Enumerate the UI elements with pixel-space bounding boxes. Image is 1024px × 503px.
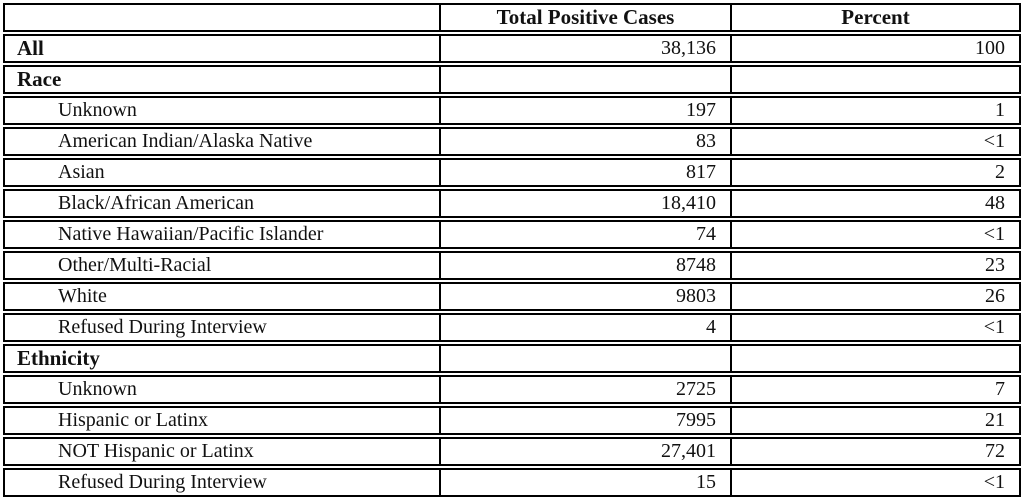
row-cases-value bbox=[441, 65, 732, 94]
table-row: White 9803 26 bbox=[3, 282, 1021, 311]
table-row: Hispanic or Latinx 7995 21 bbox=[3, 406, 1021, 435]
row-label: Refused During Interview bbox=[3, 468, 441, 497]
row-label: Refused During Interview bbox=[3, 313, 441, 342]
row-percent-value bbox=[732, 344, 1021, 373]
table-row: Unknown 197 1 bbox=[3, 96, 1021, 125]
row-percent-value: 23 bbox=[732, 251, 1021, 280]
row-cases-value: 197 bbox=[441, 96, 732, 125]
row-percent-value: 2 bbox=[732, 158, 1021, 187]
row-cases-value: 817 bbox=[441, 158, 732, 187]
row-label: Unknown bbox=[3, 96, 441, 125]
row-cases-value: 18,410 bbox=[441, 189, 732, 218]
row-cases-value: 83 bbox=[441, 127, 732, 156]
row-cases-value: 9803 bbox=[441, 282, 732, 311]
header-total-positive-cases: Total Positive Cases bbox=[441, 3, 732, 32]
positive-cases-table: Total Positive Cases Percent All 38,136 … bbox=[3, 1, 1021, 499]
row-cases-value: 38,136 bbox=[441, 34, 732, 63]
table-row: American Indian/Alaska Native 83 <1 bbox=[3, 127, 1021, 156]
row-percent-value: 21 bbox=[732, 406, 1021, 435]
row-percent-value: 72 bbox=[732, 437, 1021, 466]
row-cases-value: 8748 bbox=[441, 251, 732, 280]
row-cases-value: 27,401 bbox=[441, 437, 732, 466]
row-label: Native Hawaiian/Pacific Islander bbox=[3, 220, 441, 249]
row-percent-value: 7 bbox=[732, 375, 1021, 404]
row-label: Black/African American bbox=[3, 189, 441, 218]
table-row: Race bbox=[3, 65, 1021, 94]
row-percent-value: 100 bbox=[732, 34, 1021, 63]
row-label: Ethnicity bbox=[3, 344, 441, 373]
row-cases-value: 15 bbox=[441, 468, 732, 497]
row-cases-value bbox=[441, 344, 732, 373]
row-cases-value: 2725 bbox=[441, 375, 732, 404]
table-row: Refused During Interview 15 <1 bbox=[3, 468, 1021, 497]
row-label: Other/Multi-Racial bbox=[3, 251, 441, 280]
row-cases-value: 74 bbox=[441, 220, 732, 249]
row-label: All bbox=[3, 34, 441, 63]
header-row: Total Positive Cases Percent bbox=[3, 3, 1021, 32]
row-percent-value: <1 bbox=[732, 313, 1021, 342]
table-row: NOT Hispanic or Latinx 27,401 72 bbox=[3, 437, 1021, 466]
row-label: Hispanic or Latinx bbox=[3, 406, 441, 435]
table-row: All 38,136 100 bbox=[3, 34, 1021, 63]
row-percent-value: 1 bbox=[732, 96, 1021, 125]
row-label: Unknown bbox=[3, 375, 441, 404]
table-body: All 38,136 100 Race Unknown 197 1 Americ… bbox=[3, 34, 1021, 497]
row-label: American Indian/Alaska Native bbox=[3, 127, 441, 156]
table-row: Ethnicity bbox=[3, 344, 1021, 373]
row-cases-value: 7995 bbox=[441, 406, 732, 435]
table-row: Native Hawaiian/Pacific Islander 74 <1 bbox=[3, 220, 1021, 249]
row-percent-value: 26 bbox=[732, 282, 1021, 311]
table-header: Total Positive Cases Percent bbox=[3, 3, 1021, 32]
table-row: Unknown 2725 7 bbox=[3, 375, 1021, 404]
row-percent-value: <1 bbox=[732, 220, 1021, 249]
row-cases-value: 4 bbox=[441, 313, 732, 342]
table-row: Refused During Interview 4 <1 bbox=[3, 313, 1021, 342]
row-percent-value: <1 bbox=[732, 468, 1021, 497]
table-row: Asian 817 2 bbox=[3, 158, 1021, 187]
row-label: Race bbox=[3, 65, 441, 94]
row-percent-value: 48 bbox=[732, 189, 1021, 218]
row-label: NOT Hispanic or Latinx bbox=[3, 437, 441, 466]
row-percent-value: <1 bbox=[732, 127, 1021, 156]
table-row: Other/Multi-Racial 8748 23 bbox=[3, 251, 1021, 280]
table-row: Black/African American 18,410 48 bbox=[3, 189, 1021, 218]
row-percent-value bbox=[732, 65, 1021, 94]
header-category bbox=[3, 3, 441, 32]
header-percent: Percent bbox=[732, 3, 1021, 32]
row-label: Asian bbox=[3, 158, 441, 187]
row-label: White bbox=[3, 282, 441, 311]
